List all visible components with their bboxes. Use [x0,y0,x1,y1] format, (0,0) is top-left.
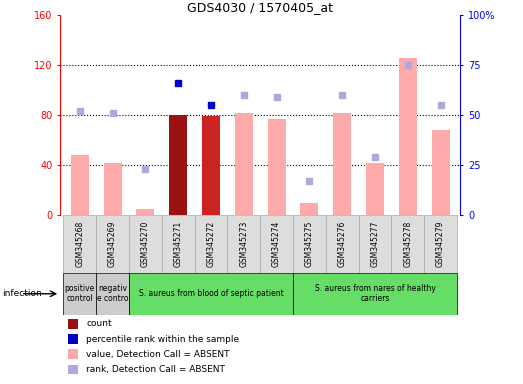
Bar [68,365,78,374]
Bar [260,215,293,273]
Bar [391,215,424,273]
Bar [293,215,326,273]
Text: GSM345270: GSM345270 [141,221,150,267]
Bar [129,215,162,273]
Bar [366,163,384,215]
Text: GSM345274: GSM345274 [272,221,281,267]
Bar [333,113,351,215]
Bar [399,58,417,215]
Bar [96,273,129,315]
Bar [96,215,129,273]
Bar [424,215,457,273]
Text: S. aureus from blood of septic patient: S. aureus from blood of septic patient [139,289,283,298]
Text: GSM345278: GSM345278 [403,221,412,267]
Text: rank, Detection Call = ABSENT: rank, Detection Call = ABSENT [86,365,225,374]
Text: GSM345269: GSM345269 [108,221,117,267]
Text: GSM345279: GSM345279 [436,221,445,267]
Bar [431,130,450,215]
Bar [195,215,228,273]
Bar [71,155,89,215]
Bar [68,349,78,359]
Bar [63,215,96,273]
Bar [169,115,187,215]
Text: positive
control: positive control [65,284,95,303]
Text: GSM345268: GSM345268 [75,221,84,267]
Text: GSM345273: GSM345273 [240,221,248,267]
Bar [202,116,220,215]
Text: GSM345271: GSM345271 [174,221,183,267]
Bar [326,215,359,273]
Text: infection: infection [3,289,42,298]
Text: S. aureus from nares of healthy
carriers: S. aureus from nares of healthy carriers [314,284,436,303]
Text: percentile rank within the sample: percentile rank within the sample [86,334,240,344]
Bar [68,334,78,344]
Title: GDS4030 / 1570405_at: GDS4030 / 1570405_at [187,1,333,14]
Bar [300,203,319,215]
Bar [129,273,293,315]
Bar [228,215,260,273]
Bar [68,319,78,329]
Text: GSM345277: GSM345277 [370,221,380,267]
Bar [137,209,154,215]
Text: GSM345272: GSM345272 [207,221,215,267]
Text: count: count [86,319,112,328]
Text: value, Detection Call = ABSENT: value, Detection Call = ABSENT [86,350,230,359]
Bar [63,273,96,315]
Bar [359,215,391,273]
Bar [235,113,253,215]
Text: GSM345276: GSM345276 [338,221,347,267]
Text: GSM345275: GSM345275 [305,221,314,267]
Bar [293,273,457,315]
Bar [162,215,195,273]
Bar [104,163,122,215]
Text: negativ
e contro: negativ e contro [97,284,128,303]
Bar [268,119,286,215]
